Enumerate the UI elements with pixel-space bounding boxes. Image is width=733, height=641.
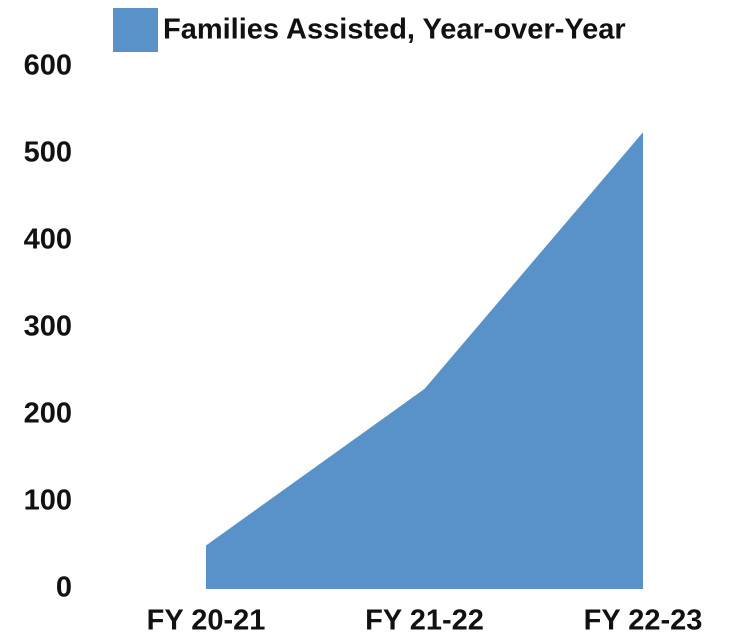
x-tick-label: FY 22-23 [584, 605, 703, 637]
area [206, 132, 643, 589]
y-tick-label: 400 [24, 224, 72, 256]
legend-swatch [113, 8, 158, 52]
y-tick-label: 500 [24, 137, 72, 169]
y-tick-label: 0 [56, 572, 72, 604]
legend-label: Families Assisted, Year-over-Year [163, 14, 626, 46]
y-tick-label: 300 [24, 311, 72, 343]
x-tick-label: FY 21-22 [365, 605, 484, 637]
y-tick-label: 200 [24, 398, 72, 430]
y-tick-label: 600 [24, 50, 72, 82]
y-tick-label: 100 [24, 485, 72, 517]
x-tick-label: FY 20-21 [147, 605, 266, 637]
